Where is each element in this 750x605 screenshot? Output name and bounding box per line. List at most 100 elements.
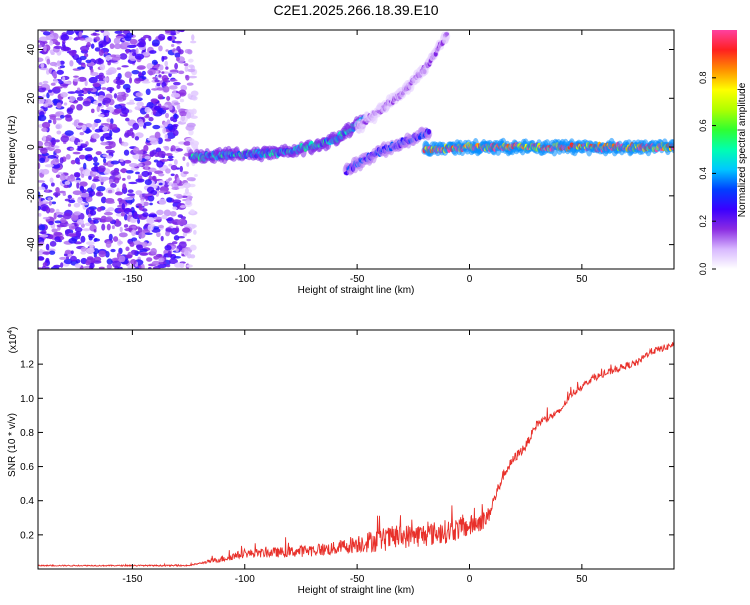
spectrogram-blob — [93, 156, 98, 163]
spectrogram-blob — [114, 191, 123, 196]
spectrogram-blob — [168, 163, 173, 167]
spectrogram-blob — [95, 36, 100, 42]
spectrogram-blob — [52, 158, 60, 165]
spectrogram-blob — [100, 135, 105, 142]
spectrogram-blob — [76, 96, 84, 101]
spectrogram-ytick-label: 40 — [26, 44, 37, 56]
spectrogram-blob — [109, 43, 115, 50]
spectrogram-blob — [115, 76, 121, 81]
spectrogram-blob — [88, 235, 93, 241]
spectrogram-blob — [113, 43, 122, 50]
spectrogram-blob — [103, 77, 109, 82]
spectrogram-blob — [183, 63, 189, 67]
spectrogram-blob — [39, 67, 49, 71]
snr-ytick-label: 1.2 — [20, 360, 34, 371]
spectrogram-blob — [45, 266, 50, 269]
spectrogram-blob — [76, 181, 80, 189]
spectrogram-blob — [141, 80, 151, 84]
spectrogram-blob — [81, 173, 85, 178]
spectrogram-blob — [145, 88, 151, 96]
spectrogram-blob — [117, 91, 125, 96]
spectrogram-blob — [187, 68, 196, 73]
spectrogram-blob — [158, 182, 163, 186]
spectrogram-blob — [122, 183, 127, 191]
spectrogram-blob — [170, 253, 177, 260]
spectrogram-blob — [49, 40, 54, 46]
spectrogram-blob — [76, 103, 83, 111]
spectrogram-blob — [52, 70, 57, 78]
spectrogram-blob — [59, 60, 65, 65]
spectrogram-blob — [70, 214, 79, 221]
spectrogram-blob — [85, 196, 93, 203]
spectrogram-blob — [101, 223, 106, 231]
snr-xtick-label: -50 — [350, 574, 365, 585]
figure-title: C2E1.2025.266.18.39.E10 — [273, 2, 438, 18]
snr-scale-label: (x104) — [7, 327, 19, 354]
spectrogram-blob — [92, 178, 100, 182]
spectrogram-blob — [60, 46, 70, 51]
spectrogram-blob — [101, 109, 110, 114]
spectrogram-blob — [125, 254, 133, 259]
snr-ytick-label: 0.8 — [20, 428, 34, 439]
spectrogram-blob — [62, 213, 72, 220]
spectrogram-blob — [87, 214, 92, 218]
spectrogram-blob — [38, 114, 47, 122]
spectrogram-blob — [136, 65, 146, 70]
spectrogram-blob — [56, 130, 62, 135]
spectrogram-blob — [150, 98, 159, 103]
spectrogram-blob — [80, 235, 86, 243]
spectrogram-blob — [186, 111, 192, 119]
spectrogram-blob — [138, 121, 145, 127]
spectrogram-blob — [59, 173, 66, 181]
spectrogram-blob — [93, 162, 100, 166]
spectrogram-blob — [138, 231, 146, 239]
spectrogram-blob — [65, 256, 70, 260]
snr-scale-exponent: 4 — [7, 330, 14, 334]
spectrogram-blob — [111, 56, 121, 61]
spectrogram-blob — [83, 162, 87, 170]
spectrogram-blob — [110, 160, 120, 165]
spectrogram-blob — [151, 59, 158, 65]
spectrogram-blob — [80, 250, 87, 255]
spectrogram-blob — [102, 97, 112, 104]
spectrogram-blob — [51, 201, 57, 205]
spectrogram-blob — [92, 32, 97, 36]
spectrogram-blob — [144, 193, 154, 197]
spectrogram-blob — [164, 146, 170, 151]
spectrogram-blob — [111, 257, 121, 262]
spectrogram-blob — [156, 87, 165, 91]
spectrogram-blob — [187, 49, 193, 55]
spectrogram-blob — [158, 173, 165, 177]
spectrogram-blob — [135, 47, 139, 55]
spectrogram-blob — [110, 169, 120, 176]
feature-main-trace — [187, 113, 368, 165]
spectrogram-blob — [167, 250, 172, 258]
spectrogram-blob — [52, 118, 57, 125]
spectrogram-blob — [169, 69, 179, 73]
spectrogram-blob — [178, 89, 187, 97]
spectrogram-frame — [37, 29, 675, 270]
spectrogram-blob — [97, 165, 106, 173]
spectrogram-blob — [99, 63, 106, 71]
spectrogram-blob — [59, 157, 64, 164]
spectrogram-blob — [42, 31, 51, 36]
spectrogram-panel: -150 -100 -50 0 50 -40 -20 0 20 40 Height of stra… — [7, 29, 675, 296]
spectrogram-blob — [92, 82, 101, 88]
spectrogram-blob — [45, 189, 50, 193]
spectrogram-blob — [48, 119, 52, 124]
spectrogram-blob — [174, 262, 183, 268]
spectrogram-blob — [82, 228, 91, 232]
spectrogram-core — [445, 32, 450, 36]
spectrogram-blob — [138, 203, 143, 211]
spectrogram-blob — [56, 224, 65, 228]
spectrogram-blob — [73, 75, 79, 78]
colorbar-tick-label: 0.6 — [698, 119, 708, 132]
spectrogram-blob — [98, 43, 104, 49]
spectrogram-blob — [107, 207, 115, 212]
spectrogram-blob — [152, 265, 161, 269]
spectrogram-blob — [54, 220, 62, 224]
spectrogram-blob — [165, 49, 169, 52]
spectrogram-blob — [106, 264, 112, 269]
spectrogram-blob — [121, 203, 126, 210]
